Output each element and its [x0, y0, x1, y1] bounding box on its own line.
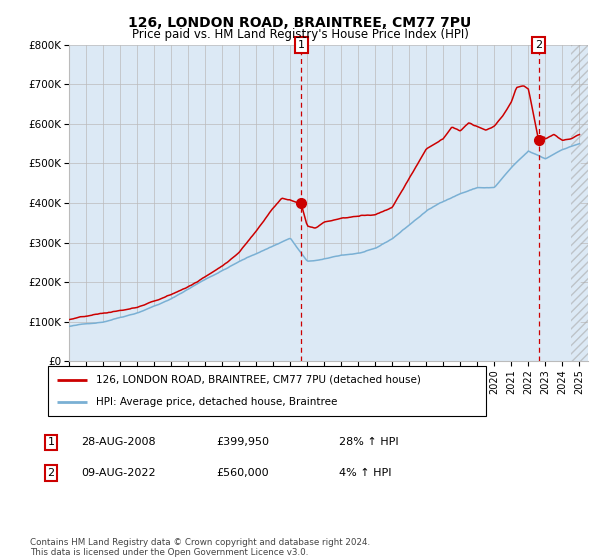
Text: £399,950: £399,950 — [216, 437, 269, 447]
Text: 1: 1 — [47, 437, 55, 447]
Text: 28-AUG-2008: 28-AUG-2008 — [81, 437, 155, 447]
Text: 126, LONDON ROAD, BRAINTREE, CM77 7PU: 126, LONDON ROAD, BRAINTREE, CM77 7PU — [128, 16, 472, 30]
Text: 126, LONDON ROAD, BRAINTREE, CM77 7PU (detached house): 126, LONDON ROAD, BRAINTREE, CM77 7PU (d… — [96, 375, 421, 385]
Text: 1: 1 — [298, 40, 305, 50]
Text: 2: 2 — [535, 40, 542, 50]
Text: 09-AUG-2022: 09-AUG-2022 — [81, 468, 155, 478]
Text: 2: 2 — [47, 468, 55, 478]
Text: 4% ↑ HPI: 4% ↑ HPI — [339, 468, 391, 478]
FancyBboxPatch shape — [48, 366, 486, 416]
Text: HPI: Average price, detached house, Braintree: HPI: Average price, detached house, Brai… — [96, 397, 338, 407]
Text: 28% ↑ HPI: 28% ↑ HPI — [339, 437, 398, 447]
Text: Contains HM Land Registry data © Crown copyright and database right 2024.
This d: Contains HM Land Registry data © Crown c… — [30, 538, 370, 557]
Text: Price paid vs. HM Land Registry's House Price Index (HPI): Price paid vs. HM Land Registry's House … — [131, 28, 469, 41]
Text: £560,000: £560,000 — [216, 468, 269, 478]
